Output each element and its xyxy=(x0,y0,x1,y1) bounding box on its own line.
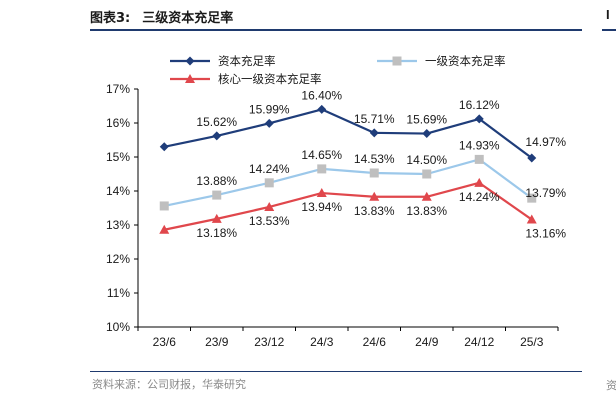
series-1-data-label: 15.62% xyxy=(196,115,237,129)
series-2-point xyxy=(212,190,222,200)
series-1-point xyxy=(264,118,274,128)
series-1-point xyxy=(159,142,169,152)
chart-axes: 10% 11% 12% 13% 14% 15% 16% 17% 23/6 23/9 23/12 24/… xyxy=(106,82,559,349)
series-2-data-label: 13.79% xyxy=(525,186,566,200)
legend-marker-1 xyxy=(185,56,195,66)
legend-label-2: 一级资本充足率 xyxy=(425,54,506,68)
chart-data-labels: 15.62% 15.99% 16.40% 15.71% 15.69% 16.12% 14.9… xyxy=(196,88,566,240)
series-2-data-label: 14.65% xyxy=(301,148,342,162)
next-figure-rule-edge xyxy=(602,29,616,31)
x-tick-label: 24/3 xyxy=(310,335,334,349)
series-1-data-label: 15.71% xyxy=(354,112,395,126)
series-line-3 xyxy=(164,181,533,231)
series-3-point xyxy=(526,214,537,224)
x-tick-label: 24/12 xyxy=(464,335,494,349)
series-2-data-label: 14.93% xyxy=(459,138,500,152)
series-3-point xyxy=(369,191,380,201)
next-figure-title-edge: I xyxy=(606,7,610,22)
series-2-point xyxy=(159,201,169,211)
series-2-point xyxy=(474,154,484,164)
series-1-point xyxy=(369,128,379,138)
figure-title: 图表3: 三级资本充足率 xyxy=(90,7,233,26)
legend-label-3: 核心一级资本充足率 xyxy=(218,72,322,86)
series-2-point xyxy=(422,169,432,179)
series-2-point xyxy=(369,168,379,178)
series-3-point xyxy=(474,177,485,187)
series-3-data-label: 13.18% xyxy=(196,226,237,240)
series-3-data-label: 13.94% xyxy=(301,200,342,214)
y-tick-label: 13% xyxy=(106,218,130,232)
y-tick-label: 11% xyxy=(107,286,130,300)
series-line-1 xyxy=(164,108,533,159)
series-line-2 xyxy=(164,158,533,208)
x-tick-label: 23/9 xyxy=(205,335,229,349)
legend-marker-3 xyxy=(185,74,195,83)
figure-number: 图表3: xyxy=(90,11,131,26)
y-tick-label: 10% xyxy=(106,320,130,334)
legend-marker-2 xyxy=(392,56,402,66)
series-1-point xyxy=(527,153,537,163)
series-2-point xyxy=(317,164,327,174)
series-2-data-label: 14.50% xyxy=(406,153,447,167)
series-1-data-label: 16.40% xyxy=(301,88,342,102)
y-tick-label: 16% xyxy=(106,116,130,130)
series-1-point xyxy=(474,114,484,124)
series-1-data-label: 16.12% xyxy=(459,98,500,112)
series-1-point xyxy=(212,131,222,141)
series-1-point xyxy=(422,129,432,139)
series-3-data-label: 13.53% xyxy=(249,214,290,228)
series-2-data-label: 14.24% xyxy=(249,162,290,176)
series-3-point xyxy=(264,201,275,211)
x-tick-label: 24/9 xyxy=(415,335,439,349)
series-1-data-label: 15.69% xyxy=(406,113,447,127)
series-3-point xyxy=(211,213,222,223)
series-3-point xyxy=(159,224,170,234)
legend-label-1: 资本充足率 xyxy=(218,54,276,68)
next-figure-source-edge: 资 xyxy=(606,380,616,392)
series-3-point xyxy=(421,191,432,201)
source-note: 资料来源：公司财报，华泰研究 xyxy=(92,378,246,391)
title-rule xyxy=(90,29,582,31)
y-tick-label: 12% xyxy=(106,252,130,266)
x-tick-label: 25/3 xyxy=(520,335,544,349)
source-rule xyxy=(90,371,582,372)
y-tick-label: 15% xyxy=(106,150,130,164)
series-2-data-label: 13.88% xyxy=(196,174,237,188)
x-tick-label: 23/6 xyxy=(153,335,177,349)
series-2-point xyxy=(527,193,537,203)
x-tick-label: 23/12 xyxy=(254,335,284,349)
x-tick-label: 24/6 xyxy=(363,335,387,349)
chart-series xyxy=(159,104,537,234)
series-2-point xyxy=(264,178,274,188)
y-tick-label: 17% xyxy=(106,82,130,96)
series-3-data-label: 14.24% xyxy=(459,190,500,204)
series-3-point xyxy=(316,188,327,198)
series-1-data-label: 14.97% xyxy=(525,135,566,149)
series-2-data-label: 14.53% xyxy=(354,152,395,166)
series-3-data-label: 13.16% xyxy=(525,227,566,241)
y-tick-label: 14% xyxy=(106,184,130,198)
series-3-data-label: 13.83% xyxy=(354,204,395,218)
series-1-data-label: 15.99% xyxy=(249,102,290,116)
figure-title-text: 三级资本充足率 xyxy=(142,11,234,26)
series-1-point xyxy=(317,104,327,114)
series-3-data-label: 13.83% xyxy=(406,204,447,218)
